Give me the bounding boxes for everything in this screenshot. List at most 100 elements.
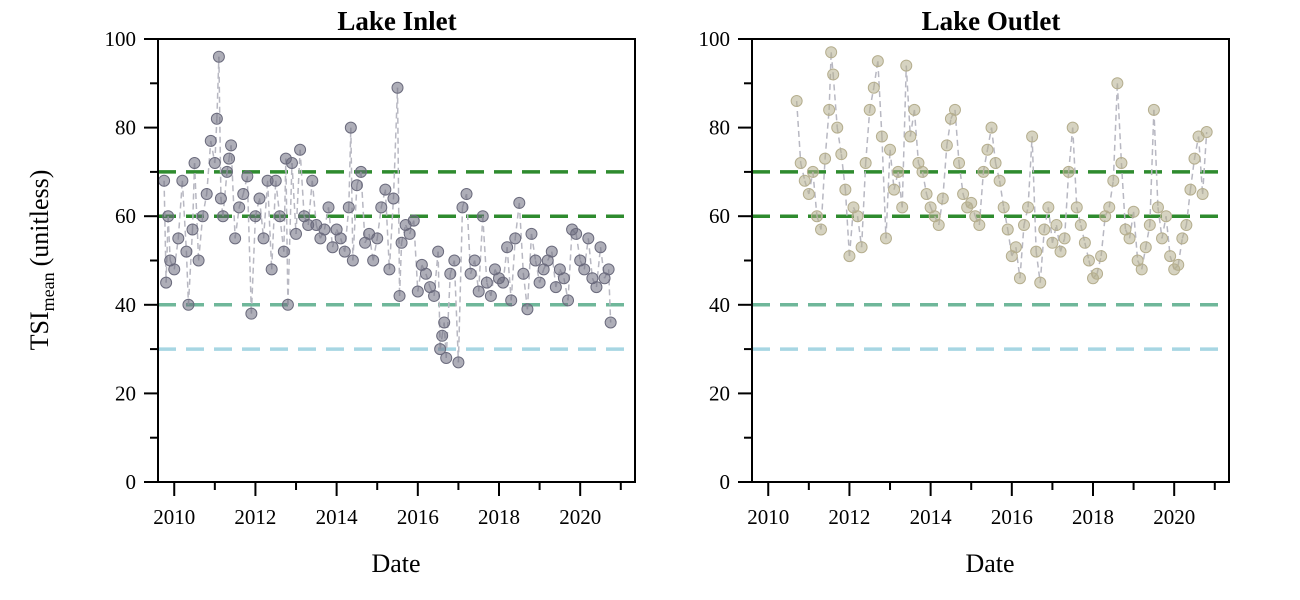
connector-line	[885, 149, 891, 239]
data-point	[533, 276, 546, 289]
data-point	[590, 281, 603, 294]
data-point	[188, 157, 201, 170]
x-tick-label: 2020	[559, 505, 601, 529]
connector-line	[506, 247, 512, 301]
data-point	[182, 298, 195, 311]
data-point	[375, 201, 388, 214]
connector-line	[828, 52, 832, 110]
connector-line	[270, 180, 277, 270]
data-point	[403, 227, 416, 240]
data-point	[497, 276, 510, 289]
y-tick-label: 100	[699, 27, 731, 51]
data-point	[444, 267, 457, 280]
data-point	[843, 250, 856, 263]
data-point	[186, 223, 199, 236]
y-axis: 0 20 40 60 80 100	[699, 27, 752, 494]
data-point	[172, 232, 185, 245]
panel-title: Lake Outlet	[922, 6, 1061, 36]
x-tick-label: 2014	[316, 505, 359, 529]
panel-title: Lake Inlet	[337, 6, 456, 36]
data-point	[1164, 250, 1177, 263]
data-point	[322, 201, 335, 214]
data-point	[790, 95, 803, 108]
data-point	[819, 152, 832, 165]
data-point	[1022, 201, 1035, 214]
data-point	[344, 121, 357, 134]
connector-line	[607, 269, 612, 323]
data-point	[419, 267, 432, 280]
y-tick-label: 40	[115, 293, 136, 317]
data-point	[1127, 205, 1140, 218]
data-point	[1139, 241, 1152, 254]
data-point	[379, 183, 392, 196]
data-point	[1160, 210, 1173, 223]
connector-line	[1031, 136, 1037, 252]
connector-line	[266, 180, 273, 270]
data-point	[350, 179, 363, 192]
data-point	[1172, 258, 1185, 271]
data-point	[452, 356, 465, 369]
data-point	[342, 201, 355, 214]
data-point	[827, 68, 840, 81]
data-point	[221, 165, 234, 178]
connector-line	[191, 163, 196, 230]
data-point	[176, 174, 189, 187]
x-tick-label: 2016	[991, 505, 1033, 529]
data-point	[200, 188, 213, 201]
data-point	[1074, 219, 1087, 232]
reference-lines	[752, 170, 1229, 351]
data-point	[509, 232, 522, 245]
data-point	[900, 59, 913, 72]
connector-line	[392, 87, 399, 199]
data-point	[432, 245, 445, 258]
data-point	[387, 192, 400, 205]
connector-line	[246, 176, 253, 314]
y-axis-label-unit: (unitless)	[25, 170, 54, 267]
connector-line	[1197, 136, 1204, 195]
data-point	[233, 201, 246, 214]
data-point	[204, 134, 217, 147]
x-tick-label: 2016	[397, 505, 439, 529]
data-point	[468, 254, 481, 267]
data-point	[212, 50, 225, 63]
data-point	[1200, 126, 1213, 139]
data-point	[1151, 201, 1164, 214]
connector-line	[1116, 83, 1123, 164]
data-point	[1123, 232, 1136, 245]
data-point	[391, 81, 404, 94]
data-point	[476, 210, 489, 223]
data-point	[306, 174, 319, 187]
data-point	[521, 303, 534, 316]
connector-line	[1019, 225, 1025, 279]
connector-line	[824, 109, 830, 159]
data-points	[158, 50, 617, 369]
data-point	[407, 214, 420, 227]
data-point	[160, 276, 173, 289]
data-point	[916, 165, 929, 178]
series-connectors	[163, 56, 612, 363]
connector-line	[398, 242, 403, 296]
connector-line	[1100, 216, 1106, 257]
data-point	[162, 210, 175, 223]
data-point	[859, 157, 872, 170]
data-point	[281, 298, 294, 311]
data-point	[257, 232, 270, 245]
x-tick-label: 2020	[1153, 505, 1195, 529]
connector-line	[193, 163, 200, 261]
x-tick-label: 2012	[828, 505, 870, 529]
connector-line	[1027, 136, 1033, 208]
data-point	[1082, 254, 1095, 267]
connector-line	[187, 229, 194, 305]
connector-line	[222, 171, 228, 217]
data-point	[456, 201, 469, 214]
data-point	[1115, 157, 1128, 170]
data-point	[223, 152, 236, 165]
y-tick-label: 0	[720, 470, 731, 494]
data-point	[438, 316, 451, 329]
data-point	[989, 157, 1002, 170]
data-point	[294, 143, 307, 156]
data-point	[557, 272, 570, 285]
x-axis: 2010 2012 2014 2016 2018 2020	[747, 482, 1216, 529]
connector-line	[1063, 171, 1070, 239]
